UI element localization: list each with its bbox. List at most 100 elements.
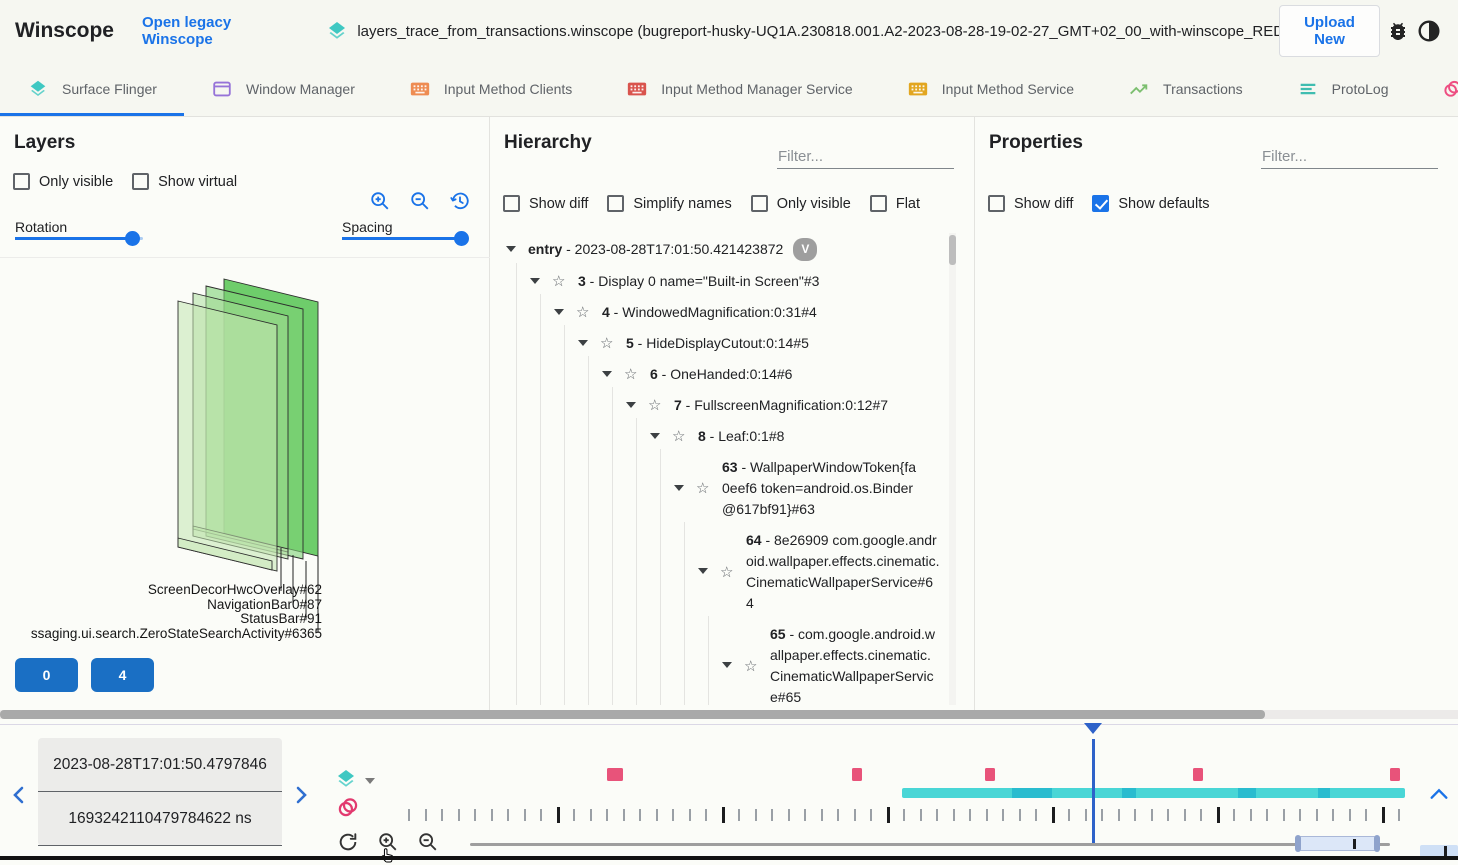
checkbox-box[interactable] (503, 195, 520, 212)
transition-marker[interactable] (852, 768, 862, 781)
star-icon[interactable]: ☆ (672, 428, 686, 445)
tree-node-65[interactable]: ☆ 65 - com.google.android.wallpaper.effec… (490, 619, 948, 705)
refresh-icon[interactable] (337, 831, 359, 853)
tab-input-method-service[interactable]: Input Method Service (880, 62, 1101, 116)
hierarchy-scrollbar[interactable] (949, 233, 956, 705)
checkbox-only-visible[interactable]: Only visible (750, 195, 851, 212)
properties-filter-input[interactable] (1261, 145, 1438, 169)
checkbox-only-visible[interactable]: Only visible (13, 173, 113, 190)
playhead-handle[interactable] (1084, 723, 1102, 743)
horizontal-scrollbar-track[interactable] (0, 710, 1458, 719)
star-icon[interactable]: ☆ (696, 480, 710, 497)
tree-node-text: 63 - WallpaperWindowToken{fa0eef6 token=… (722, 459, 917, 517)
surface-flinger-track-bar[interactable] (902, 788, 1405, 798)
expand-caret-icon[interactable] (698, 565, 720, 579)
timeline-zoom-track[interactable] (470, 843, 1390, 846)
reset-view-history-icon[interactable] (449, 190, 471, 212)
expand-caret-icon[interactable] (650, 430, 672, 444)
tree-node-7[interactable]: ☆ 7 - FullscreenMagnification:0:12#7 (490, 390, 948, 421)
rotation-slider[interactable] (15, 231, 143, 246)
checkbox-simplify-names[interactable]: Simplify names (607, 195, 732, 212)
range-handle-right[interactable] (1374, 835, 1380, 852)
checkbox-box[interactable] (132, 173, 150, 190)
spacing-slider-thumb[interactable] (454, 231, 470, 246)
spacing-slider[interactable] (342, 231, 470, 246)
expand-caret-icon[interactable] (554, 306, 576, 320)
tree-node-4[interactable]: ☆ 4 - WindowedMagnification:0:31#4 (490, 297, 948, 328)
tab-input-method-manager-service[interactable]: Input Method Manager Service (599, 62, 879, 116)
upload-new-button[interactable]: Upload New (1279, 5, 1380, 57)
timeline-zoom-out-icon[interactable] (417, 831, 439, 853)
previous-entry-icon[interactable] (10, 783, 28, 807)
ruler-minor-tick (1315, 809, 1318, 821)
horizontal-scrollbar-thumb[interactable] (0, 710, 1265, 719)
star-icon[interactable]: ☆ (648, 397, 662, 414)
checkbox-show-defaults[interactable]: Show defaults (1092, 195, 1209, 212)
collapse-timeline-icon[interactable] (1428, 785, 1450, 803)
star-icon[interactable]: ☆ (576, 304, 590, 321)
checkbox-show-diff[interactable]: Show diff (988, 195, 1073, 212)
surface-flinger-trace-icon (334, 767, 358, 791)
transition-marker[interactable] (1193, 768, 1203, 781)
star-icon[interactable]: ☆ (744, 657, 758, 675)
tree-node-64[interactable]: ☆ 64 - 8e26909 com.google.android.wallpap… (490, 525, 948, 619)
tree-node-8[interactable]: ☆ 8 - Leaf:0:1#8 (490, 421, 948, 452)
expand-caret-icon[interactable] (506, 243, 528, 257)
tree-node-entry[interactable]: entry - 2023-08-28T17:01:50.421423872 V (490, 233, 948, 266)
active-trace-selector[interactable] (334, 767, 376, 791)
tab-transactions[interactable]: Transactions (1101, 62, 1270, 116)
expand-caret-icon[interactable] (578, 337, 600, 351)
dark-mode-toggle-icon[interactable] (1416, 18, 1442, 44)
timeline-zoom-in-icon[interactable] (377, 831, 399, 853)
checkbox-show-virtual[interactable]: Show virtual (132, 173, 237, 190)
checkbox-box[interactable] (607, 195, 625, 212)
tree-node-6[interactable]: ☆ 6 - OneHanded:0:14#6 (490, 359, 948, 390)
tree-node-63[interactable]: ☆ 63 - WallpaperWindowToken{fa0eef6 token… (490, 452, 948, 525)
expand-caret-icon[interactable] (722, 659, 744, 673)
hierarchy-scrollbar-thumb[interactable] (949, 235, 956, 265)
rotation-slider-thumb[interactable] (124, 231, 140, 246)
tab-window-manager[interactable]: Window Manager (184, 62, 382, 116)
transition-marker[interactable] (985, 768, 995, 781)
transition-marker[interactable] (607, 768, 623, 781)
tab-protolog[interactable]: ProtoLog (1270, 62, 1416, 116)
ruler-minor-tick (1183, 809, 1186, 821)
expand-caret-icon[interactable] (530, 275, 552, 289)
transition-marker[interactable] (1390, 768, 1400, 781)
tab-surface-flinger[interactable]: Surface Flinger (0, 62, 184, 116)
layers-3d-view[interactable] (0, 117, 490, 710)
open-legacy-winscope-link[interactable]: Open legacy Winscope (142, 14, 232, 48)
star-icon[interactable]: ☆ (600, 335, 614, 352)
human-timestamp-input[interactable] (38, 738, 282, 792)
transitions-trace-icon[interactable] (336, 795, 361, 820)
report-bug-icon[interactable] (1386, 19, 1410, 43)
checkbox-box[interactable] (1092, 195, 1110, 212)
star-icon[interactable]: ☆ (720, 563, 734, 581)
expand-caret-icon[interactable] (626, 399, 648, 413)
display-button-0[interactable]: 0 (15, 658, 78, 692)
tab-transitions[interactable]: Transitions (1415, 62, 1458, 116)
checkbox-box[interactable] (750, 195, 768, 212)
checkbox-flat[interactable]: Flat (869, 195, 920, 212)
nanosecond-timestamp-input[interactable] (38, 792, 282, 846)
range-handle-left[interactable] (1295, 835, 1301, 852)
expand-caret-icon[interactable] (602, 368, 624, 382)
zoom-out-icon[interactable] (409, 190, 431, 212)
mini-range-selector[interactable] (1420, 845, 1458, 857)
next-entry-icon[interactable] (292, 783, 310, 807)
checkbox-box[interactable] (988, 195, 1005, 212)
star-icon[interactable]: ☆ (552, 273, 566, 290)
expand-caret-icon[interactable] (674, 482, 696, 496)
checkbox-box[interactable] (869, 195, 887, 212)
zoom-in-icon[interactable] (369, 190, 391, 212)
star-icon[interactable]: ☆ (624, 366, 638, 383)
tree-node-3[interactable]: ☆ 3 - Display 0 name="Built-in Screen"#3 (490, 266, 948, 297)
hierarchy-filter-input[interactable] (777, 145, 954, 169)
tab-input-method-clients[interactable]: Input Method Clients (382, 62, 599, 116)
playhead-line (1091, 739, 1095, 846)
timeline-range-selector[interactable] (1298, 836, 1377, 851)
checkbox-box[interactable] (13, 173, 30, 190)
tree-node-5[interactable]: ☆ 5 - HideDisplayCutout:0:14#5 (490, 328, 948, 359)
display-button-4[interactable]: 4 (91, 658, 154, 692)
checkbox-show-diff[interactable]: Show diff (503, 195, 588, 212)
